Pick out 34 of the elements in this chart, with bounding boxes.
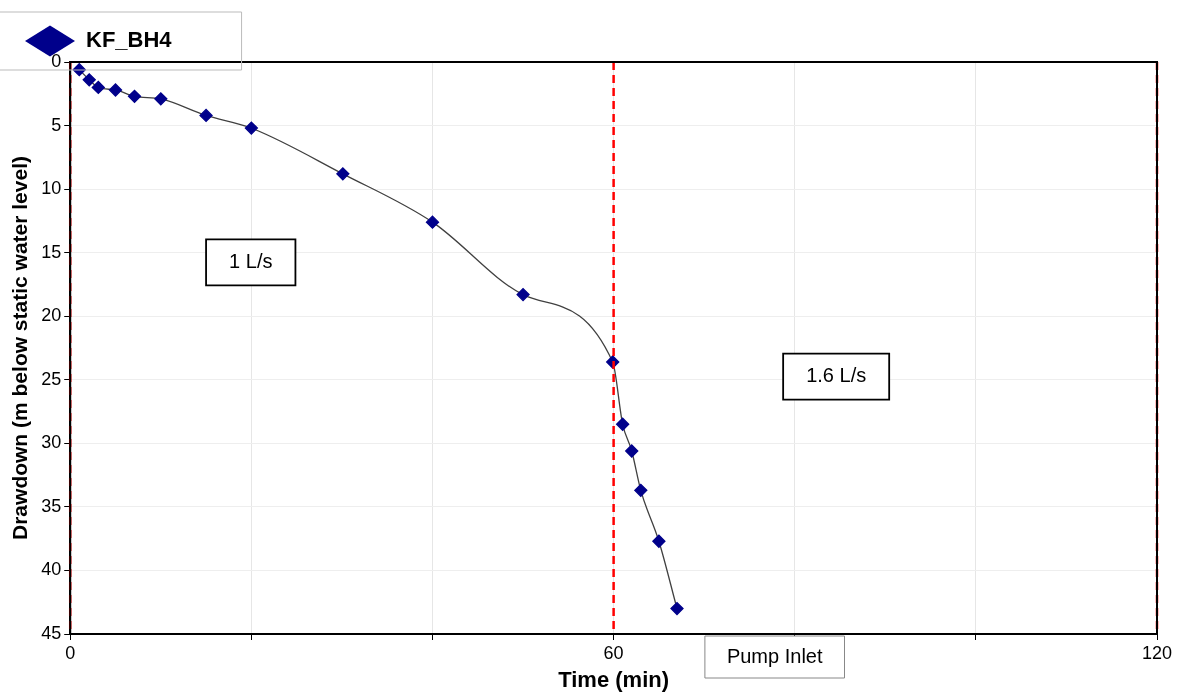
y-tick-label: 40 [41, 559, 62, 580]
y-axis-title: Drawdown (m below static water level) [8, 156, 32, 540]
x-axis-title: Time (min) [558, 666, 670, 692]
x-tick-label: 120 [1141, 642, 1173, 663]
point [127, 89, 142, 103]
annotation: 1 L/s [229, 249, 273, 272]
text: Pump Inlet [726, 644, 823, 667]
point [425, 215, 440, 229]
y-tick-label: 30 [41, 432, 62, 453]
point [199, 108, 213, 123]
point [108, 83, 123, 97]
point [154, 92, 168, 106]
point [244, 121, 258, 135]
point [82, 73, 96, 87]
y-tick-label: 35 [41, 495, 62, 516]
point [670, 601, 684, 616]
annotation: 1.6 L/s [806, 364, 867, 387]
y-tick-label: 5 [51, 114, 62, 135]
point [625, 444, 639, 458]
y-tick-label: 10 [41, 178, 62, 199]
point [336, 167, 350, 181]
y-tick-label: 0 [51, 50, 62, 71]
y-tick-label: 15 [41, 241, 62, 262]
point [652, 534, 666, 548]
x-tick-label: 0 [65, 642, 76, 663]
y-tick-label: 25 [41, 368, 62, 389]
x-tick-label: 60 [603, 642, 624, 663]
legend-label: KF_BH4 [86, 27, 173, 53]
point [634, 483, 648, 498]
y-tick-label: 45 [41, 622, 62, 643]
point [616, 417, 630, 431]
point [91, 80, 105, 95]
point [516, 287, 530, 302]
y-tick-label: 20 [41, 305, 62, 326]
